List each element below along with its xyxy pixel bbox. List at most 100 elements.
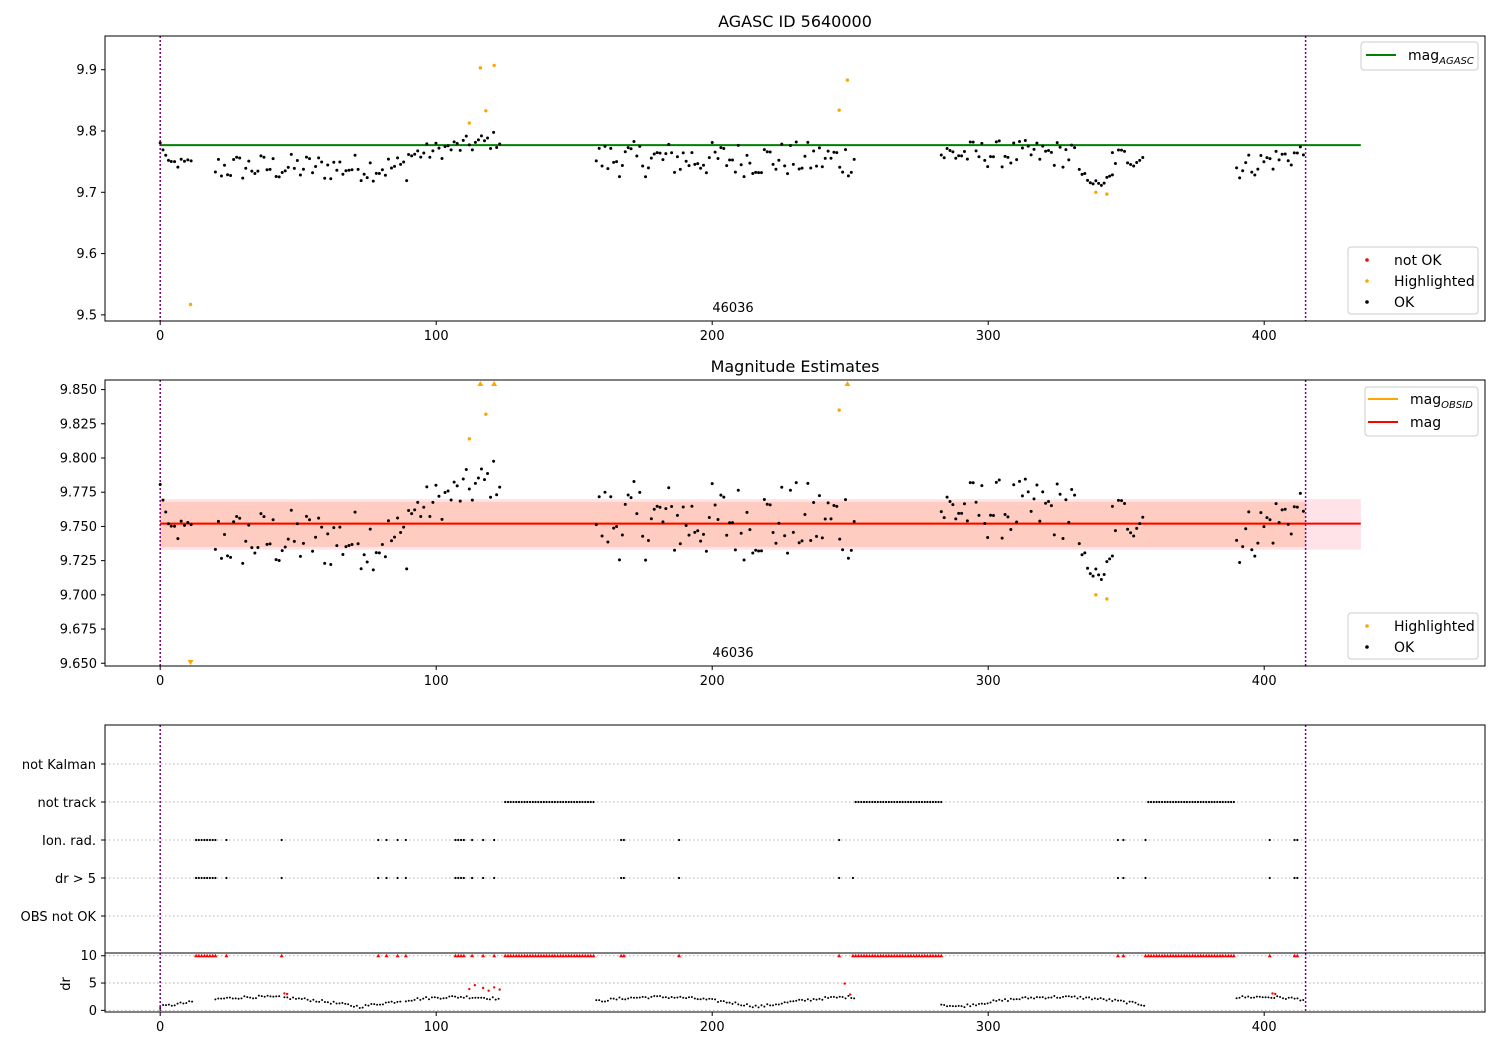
ok-point [341,172,345,176]
dr-ok-point [1015,998,1018,1001]
ok-point [161,498,165,502]
dr-clipped-marker [577,953,582,958]
ok-point [1262,160,1266,164]
y-tick-label: 9.5 [76,308,97,323]
ok-point [707,516,711,520]
ok-point [1268,518,1272,522]
ok-point [335,544,339,548]
dr-ok-point [995,999,998,1002]
ok-point [1292,151,1296,155]
ok-point [977,155,981,159]
y-tick-label: 10 [80,949,97,964]
ok-point [492,130,496,134]
ok-point [473,140,477,144]
ok-point [446,489,450,493]
highlighted-point [492,63,496,68]
ok-point [1041,144,1045,148]
ok-point [1044,501,1048,505]
dr-ok-point [179,1001,182,1004]
not-track-point [854,800,857,804]
ok-point [606,167,610,171]
dr-ok-point [722,1000,725,1003]
ok-point [991,155,995,159]
ok-point [216,519,220,523]
dr-ok-point [323,1000,326,1003]
ok-point [997,139,1001,143]
dr-ok-point [661,996,664,999]
ok-point [1123,149,1127,153]
not-track-point [1210,800,1213,804]
not-track-point [548,800,551,804]
dr-clipped-marker [856,953,861,958]
ion-rad-point [482,838,485,842]
ok-point [762,148,766,152]
ok-point [402,525,406,529]
ok-point [658,151,662,155]
ok-point [405,567,409,571]
ok-point [788,488,792,492]
not-track-point [915,800,918,804]
ok-point [693,530,697,534]
ok-point [283,545,287,549]
dr-not-ok-point [849,993,852,996]
dr-ok-point [986,1002,989,1005]
dr-clipped-marker [906,953,911,958]
dr-ok-point [384,1001,387,1004]
ok-point [393,164,397,168]
ok-point [710,141,714,145]
ok-point [1058,145,1062,149]
dr-clipped-marker [1157,953,1162,958]
ok-point [368,527,372,531]
dr-not-ok-point [843,982,846,985]
ok-point [1047,149,1051,153]
ok-point [1026,144,1030,148]
not-track-point [589,800,592,804]
y-tick-label: 0 [89,1004,97,1019]
ok-point [317,156,321,160]
not-track-point [871,800,874,804]
ok-point [320,525,324,529]
ok-point [1265,516,1269,520]
highlighted-point [845,78,850,82]
ok-point [407,509,411,513]
dr-ok-point [760,1004,763,1007]
dr-clipped-marker [914,953,919,958]
ok-point [489,495,493,499]
ok-point [745,510,749,514]
not-track-point [929,800,932,804]
ok-point [386,157,390,161]
ok-point [286,165,290,169]
ok-point [1283,152,1287,156]
ok-point [667,486,671,490]
ok-point [256,546,260,550]
ok-point [164,510,168,514]
ok-point [826,149,830,153]
ok-point [1018,139,1022,143]
dr-clipped-marker [384,953,389,958]
dr-ok-point [220,997,223,1000]
dr-clipped-marker [919,953,924,958]
dr-clipped-marker [1207,953,1211,958]
not-track-point [893,800,896,804]
dr-ok-point [488,998,491,1001]
dr-ok-point [824,996,827,999]
dr-ok-point [1143,1004,1146,1007]
y-tick-label: 9.8 [76,125,97,140]
dr5-point [620,876,623,880]
dr-ok-point [975,1004,978,1007]
ok-point [213,547,217,551]
ok-point [437,146,441,150]
ion-rad-point [838,838,841,842]
dr-ok-point [407,999,410,1002]
dr-ok-point [1001,999,1004,1002]
plot-background [105,953,1485,1012]
ok-point [1023,477,1027,481]
dr-clipped-marker [867,953,872,958]
not-track-point [879,800,882,804]
dr-clipped-marker [1190,953,1195,958]
dr-ok-point [462,996,465,999]
ion-rad-point [396,838,399,842]
not-track-point [509,800,512,804]
ok-point [365,560,369,564]
ok-point [603,144,607,148]
